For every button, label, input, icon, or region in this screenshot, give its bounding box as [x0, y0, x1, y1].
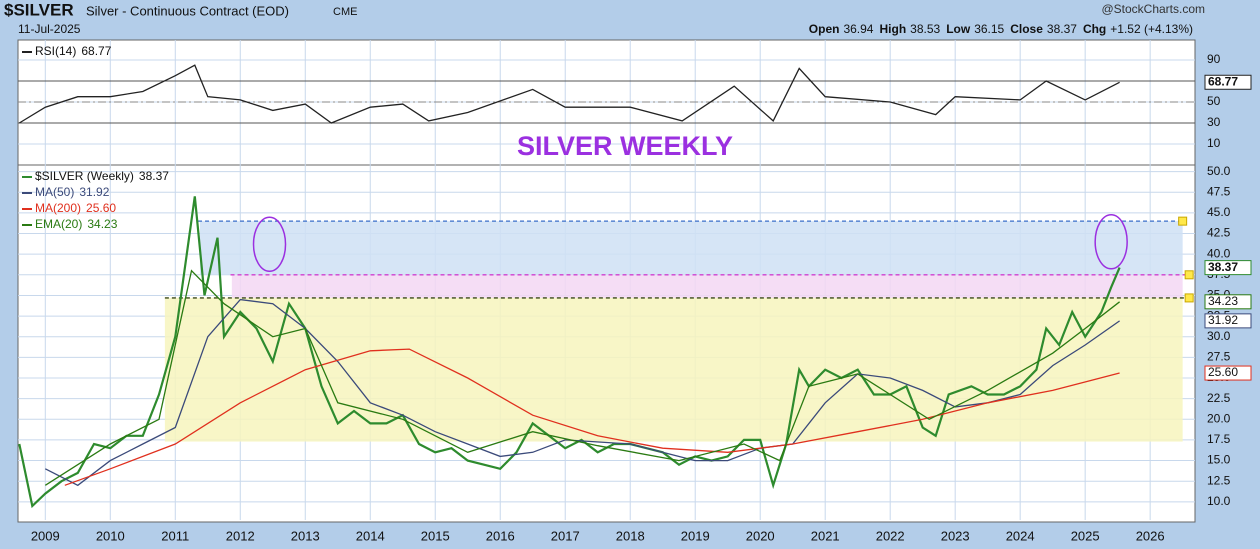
- x-tick-label: 2025: [1071, 528, 1100, 543]
- last-value-label: 38.37: [1208, 260, 1238, 274]
- last-value-box: [1204, 74, 1252, 90]
- last-value-box: [1204, 294, 1252, 310]
- quote-label: High: [879, 22, 906, 36]
- x-tick-label: 2016: [486, 528, 515, 543]
- x-tick-label: 2014: [356, 528, 385, 543]
- legend-entry: MA(50) 31.92: [35, 185, 110, 199]
- description: Silver - Continuous Contract (EOD): [86, 3, 289, 18]
- quote-label: Chg: [1083, 22, 1106, 36]
- y-tick-label: 90: [1207, 52, 1221, 66]
- last-value-box: [1204, 365, 1252, 381]
- x-tick-label: 2010: [96, 528, 125, 543]
- date: 11-Jul-2025: [18, 22, 81, 36]
- last-value-box: [1204, 313, 1252, 329]
- x-tick-label: 2017: [551, 528, 580, 543]
- x-tick-label: 2021: [811, 528, 840, 543]
- legend-entry: RSI(14) 68.77: [35, 44, 112, 58]
- x-tick-label: 2020: [746, 528, 775, 543]
- legend-value: 31.92: [79, 185, 109, 199]
- last-value-label: 34.23: [1208, 294, 1238, 308]
- quote: Open 36.94 High 38.53 Low 36.15 Close 38.37 Chg +…: [809, 22, 1193, 36]
- y-tick-label: 50.0: [1207, 164, 1231, 178]
- legend-value: 68.77: [81, 44, 111, 58]
- zone: [199, 221, 1183, 275]
- y-tick-label: 17.5: [1207, 432, 1231, 446]
- legend-value: 34.23: [87, 217, 117, 231]
- quote-value: 38.53: [910, 22, 940, 36]
- legend-entry: $SILVER (Weekly) 38.37: [35, 169, 169, 183]
- quote-value: 38.37: [1047, 22, 1077, 36]
- quote-value: 36.94: [843, 22, 873, 36]
- legend-name: MA(50): [35, 185, 74, 199]
- y-tick-label: 30: [1207, 115, 1221, 129]
- series-line: [45, 298, 1120, 487]
- level-marker: [1184, 270, 1194, 280]
- quote-label: Close: [1010, 22, 1043, 36]
- legend-entry: MA(200) 25.60: [35, 201, 116, 215]
- quote-value: 36.15: [974, 22, 1004, 36]
- legend-value: 25.60: [86, 201, 116, 215]
- x-tick-label: 2015: [421, 528, 450, 543]
- quote-label: Low: [946, 22, 971, 36]
- x-tick-label: 2018: [616, 528, 645, 543]
- x-tick-label: 2022: [876, 528, 905, 543]
- series-line: [18, 196, 1121, 509]
- legend-entry: EMA(20) 34.23: [35, 217, 118, 231]
- level-marker: [1178, 216, 1188, 226]
- y-tick-label: 20.0: [1207, 411, 1231, 425]
- legend-name: MA(200): [35, 201, 81, 215]
- last-value-box: [1204, 260, 1252, 276]
- x-tick-label: 2023: [941, 528, 970, 543]
- y-tick-label: 30.0: [1207, 329, 1231, 343]
- x-tick-label: 2011: [161, 528, 189, 543]
- legend-name: EMA(20): [35, 217, 82, 231]
- y-tick-label: 10.0: [1207, 494, 1231, 508]
- y-tick-label: 50: [1207, 94, 1221, 108]
- highlight-ellipse: [1094, 214, 1128, 270]
- zone: [231, 274, 1183, 298]
- x-tick-label: 2024: [1006, 528, 1035, 543]
- level-marker: [1184, 293, 1194, 303]
- x-tick-label: 2013: [291, 528, 320, 543]
- chart-title: SILVER WEEKLY: [517, 131, 733, 161]
- y-tick-label: 47.5: [1207, 184, 1231, 198]
- series-line: [44, 269, 1120, 486]
- x-tick-label: 2009: [31, 528, 60, 543]
- quote-label: Open: [809, 22, 840, 36]
- y-tick-label: 22.5: [1207, 391, 1231, 405]
- x-tick-label: 2026: [1136, 528, 1165, 543]
- y-tick-label: 15.0: [1207, 453, 1231, 467]
- x-tick-label: 2012: [226, 528, 255, 543]
- highlight-ellipse: [252, 216, 287, 273]
- y-tick-label: 45.0: [1207, 205, 1231, 219]
- last-value-label: 31.92: [1208, 313, 1238, 327]
- y-tick-label: 27.5: [1207, 350, 1231, 364]
- x-tick-label: 2019: [681, 528, 710, 543]
- symbol: $SILVER: [4, 0, 74, 19]
- last-value-label: 68.77: [1208, 74, 1238, 88]
- legend-name: $SILVER (Weekly): [35, 169, 134, 183]
- y-tick-label: 12.5: [1207, 473, 1231, 487]
- quote-value: +1.52 (+4.13%): [1110, 22, 1193, 36]
- series-line: [18, 64, 1120, 124]
- legend-value: 38.37: [139, 169, 169, 183]
- last-value-label: 25.60: [1208, 365, 1238, 379]
- y-tick-label: 40.0: [1207, 246, 1231, 260]
- source: @StockCharts.com: [1101, 2, 1205, 16]
- exchange: CME: [333, 6, 357, 18]
- y-tick-label: 42.5: [1207, 226, 1231, 240]
- legend-name: RSI(14): [35, 44, 76, 58]
- y-tick-label: 10: [1207, 136, 1221, 150]
